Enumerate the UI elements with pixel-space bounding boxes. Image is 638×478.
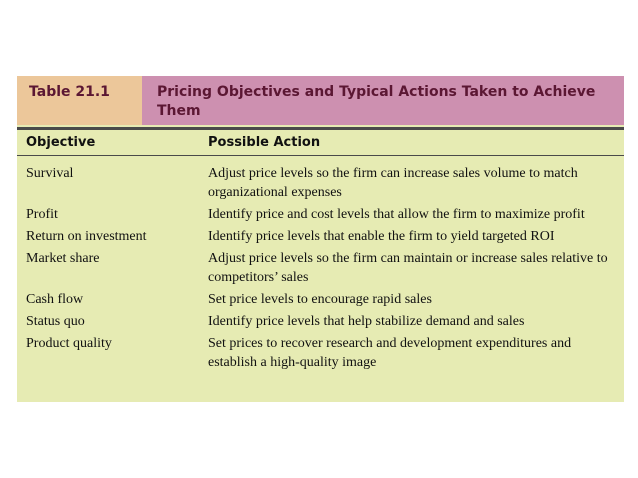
column-header-action: Possible Action <box>208 135 321 150</box>
table-title: Pricing Objectives and Typical Actions T… <box>157 84 596 119</box>
action-cell: Identify price levels that enable the fi… <box>208 229 555 244</box>
objective-cell: Market share <box>26 251 100 266</box>
table-row: Return on investment Identify price leve… <box>17 227 624 246</box>
action-cell: Identify price and cost levels that allo… <box>208 207 585 222</box>
table-title-band: Table 21.1 Pricing Objectives and Typica… <box>17 76 624 125</box>
column-header-objective: Objective <box>26 135 96 150</box>
action-cell: Adjust price levels so the firm can main… <box>208 251 608 285</box>
table-body: Survival Adjust price levels so the firm… <box>17 164 624 375</box>
objective-cell: Product quality <box>26 336 112 351</box>
header-rule-bottom <box>17 155 624 156</box>
table-row: Cash flow Set price levels to encourage … <box>17 290 624 309</box>
action-cell: Set prices to recover research and devel… <box>208 336 572 370</box>
table-label-box: Table 21.1 <box>17 76 142 125</box>
objective-cell: Status quo <box>26 314 85 329</box>
objective-cell: Return on investment <box>26 229 147 244</box>
action-cell: Set price levels to encourage rapid sale… <box>208 292 432 307</box>
table-row: Status quo Identify price levels that he… <box>17 312 624 331</box>
action-cell: Identify price levels that help stabiliz… <box>208 314 525 329</box>
header-rule-top <box>17 127 624 130</box>
objective-cell: Cash flow <box>26 292 84 307</box>
table-row: Product quality Set prices to recover re… <box>17 334 624 372</box>
pricing-objectives-table: Table 21.1 Pricing Objectives and Typica… <box>17 76 624 402</box>
table-number: Table 21.1 <box>29 84 110 100</box>
objective-cell: Survival <box>26 166 74 181</box>
table-row: Survival Adjust price levels so the firm… <box>17 164 624 202</box>
table-row: Market share Adjust price levels so the … <box>17 249 624 287</box>
action-cell: Adjust price levels so the firm can incr… <box>208 166 578 200</box>
table-row: Profit Identify price and cost levels th… <box>17 205 624 224</box>
objective-cell: Profit <box>26 207 58 222</box>
